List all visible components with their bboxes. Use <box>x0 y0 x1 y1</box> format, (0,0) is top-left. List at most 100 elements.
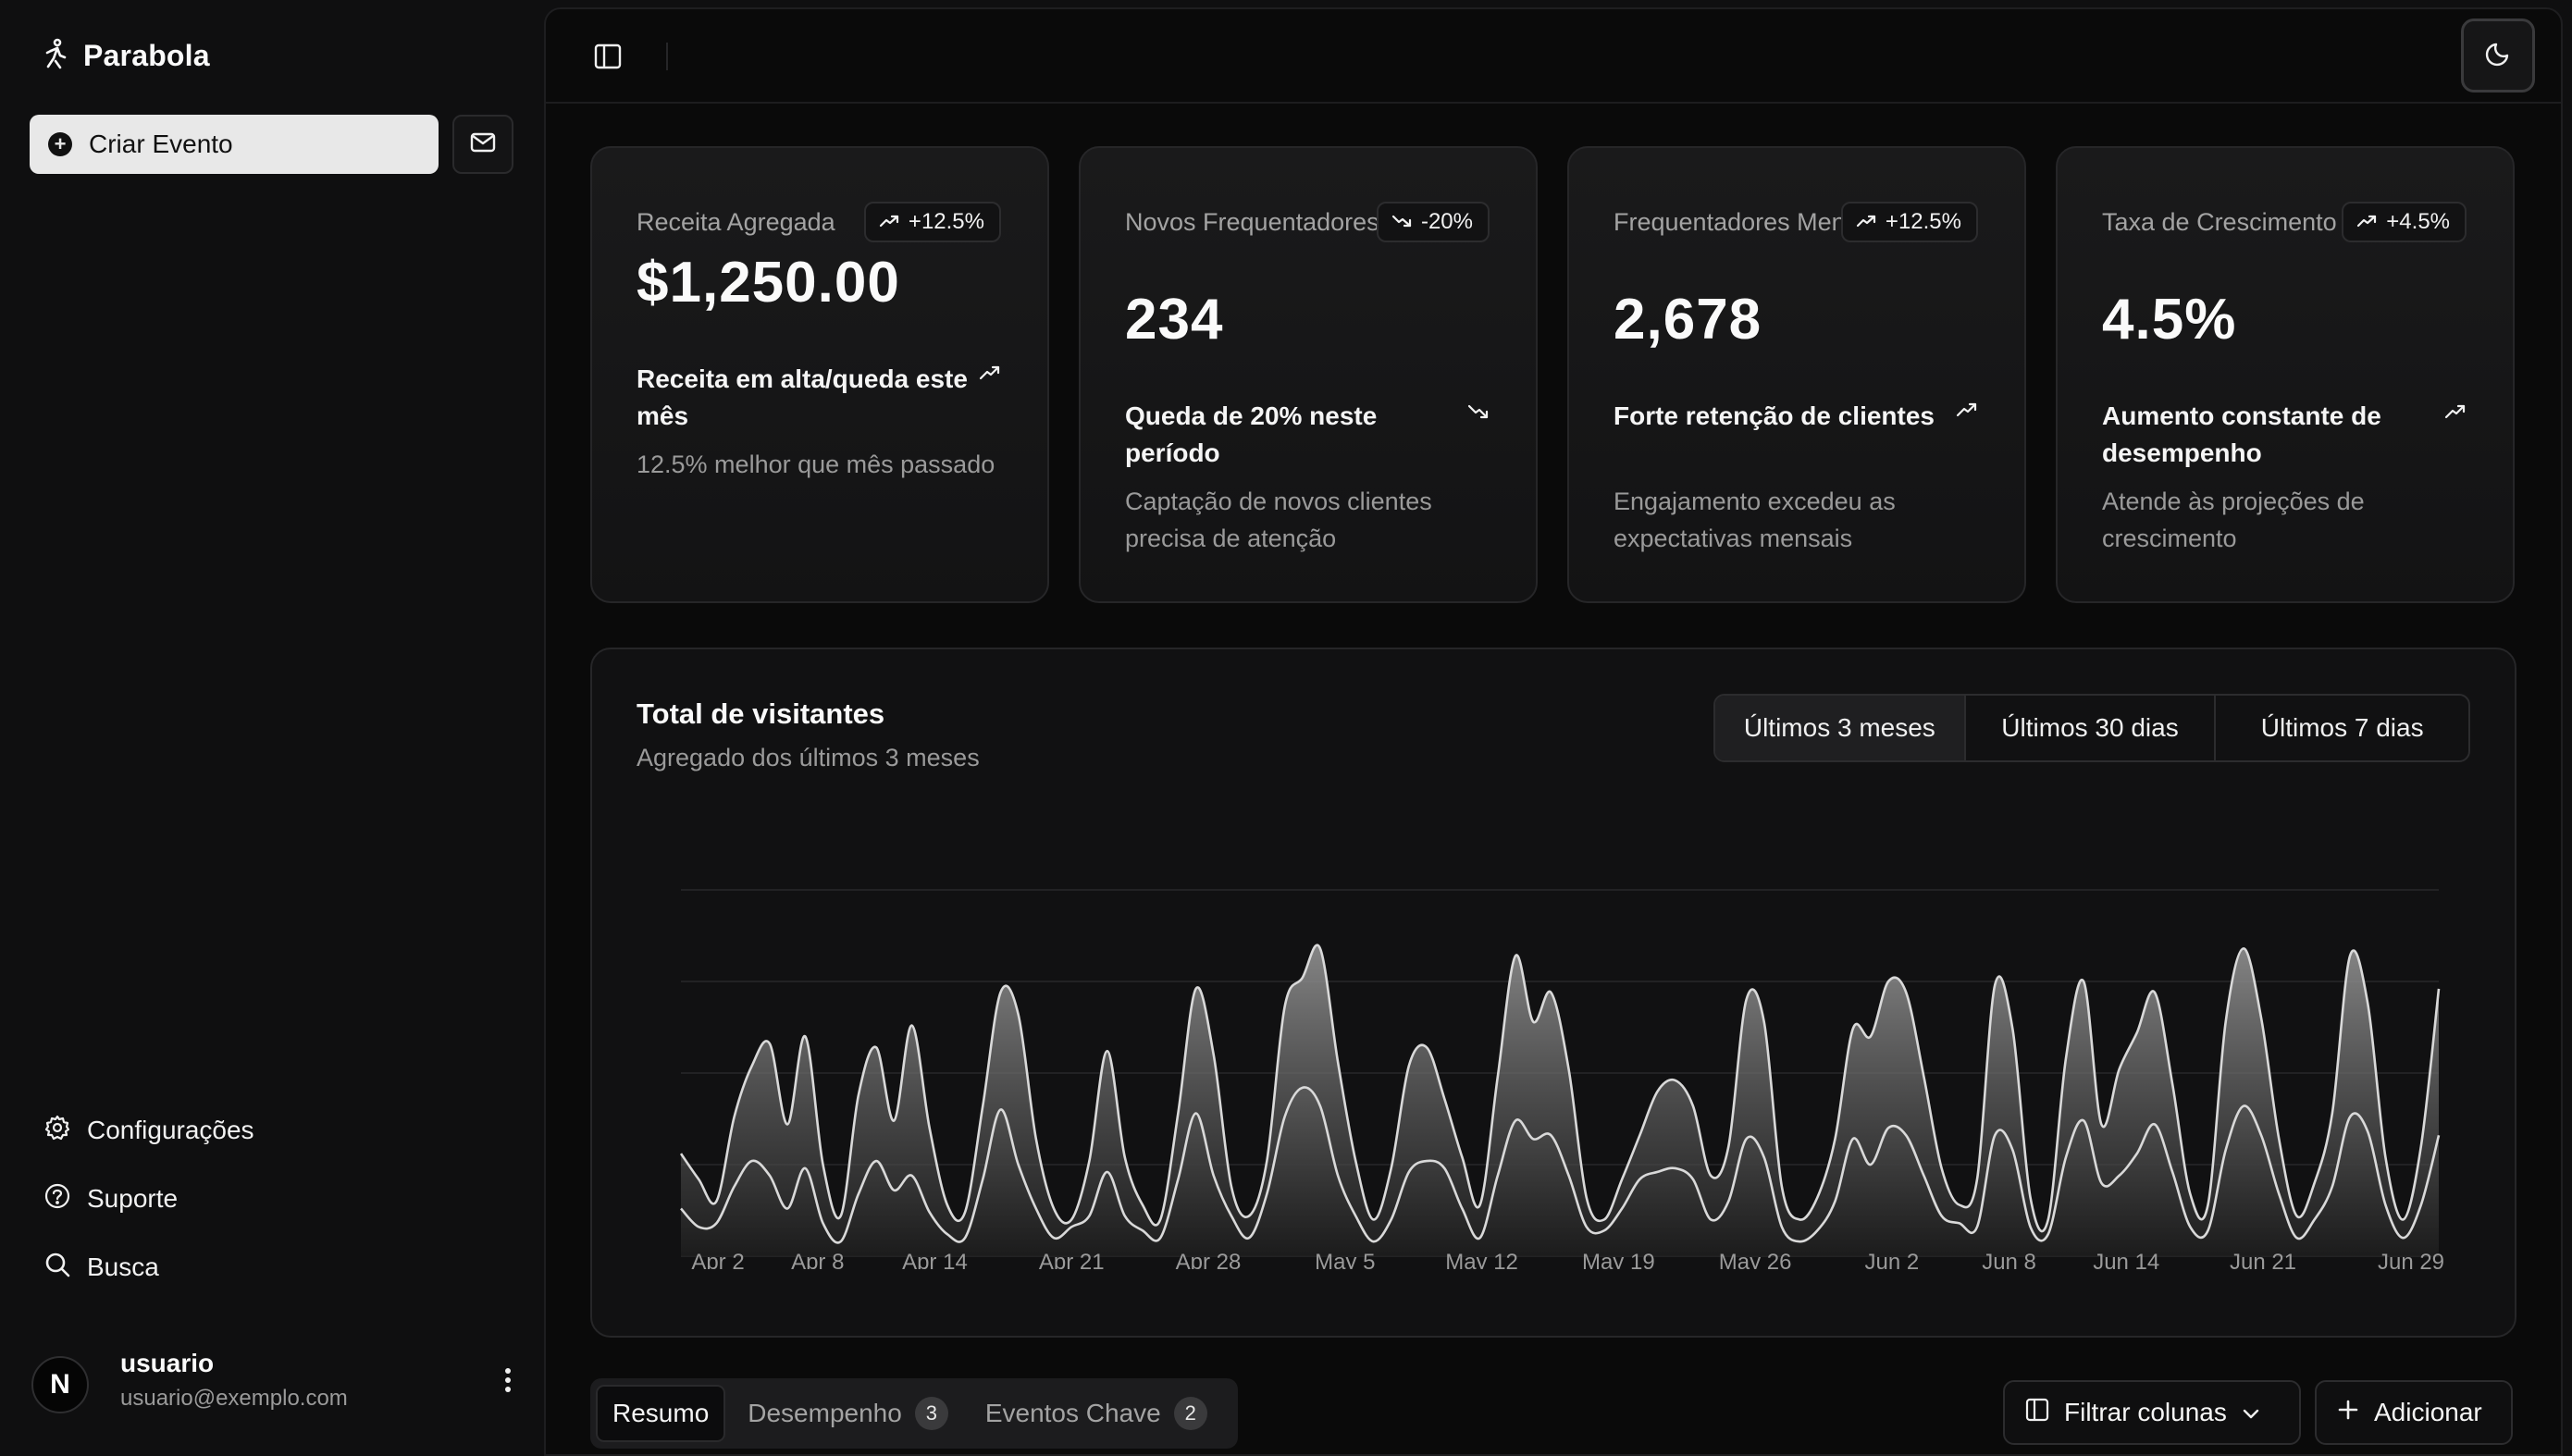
x-tick-label: Apr 14 <box>902 1250 968 1269</box>
nav-item-label: Suporte <box>87 1184 179 1213</box>
trending-down-icon <box>1467 403 1490 425</box>
x-tick-label: Jun 8 <box>1982 1250 2036 1269</box>
theme-toggle-button[interactable] <box>2461 19 2535 93</box>
time-range-toggle: Últimos 3 meses Últimos 30 dias Últimos … <box>1713 694 2470 762</box>
main-content: Receita Agregada +12.5% $1,250.00 Receit… <box>544 7 2563 1456</box>
trending-up-icon <box>979 364 1001 386</box>
trend-badge: +12.5% <box>863 202 1001 242</box>
secondary-nav: Configurações Suporte Busca <box>44 1115 254 1282</box>
avatar: N <box>31 1356 89 1413</box>
trend-value: -20% <box>1420 209 1473 234</box>
chart-title: Total de visitantes <box>637 697 885 730</box>
trending-up-icon <box>879 209 899 235</box>
help-circle-icon <box>44 1183 70 1215</box>
kpi-label: Taxa de Crescimento <box>2102 208 2337 236</box>
nav-item-settings[interactable]: Configurações <box>44 1115 254 1147</box>
series-line-1 <box>680 1086 2441 1244</box>
tab-label: Desempenho <box>748 1399 902 1427</box>
range-option-3-months[interactable]: Últimos 3 meses <box>1715 696 1966 760</box>
logo-icon <box>43 38 70 74</box>
chevron-down-icon <box>2242 1398 2260 1427</box>
x-tick-label: Jun 14 <box>2093 1250 2159 1269</box>
nav-item-support[interactable]: Suporte <box>44 1183 254 1215</box>
add-label: Adicionar <box>2374 1398 2482 1426</box>
tab-key-events[interactable]: Eventos Chave 2 <box>971 1385 1222 1442</box>
tab-summary[interactable]: Resumo <box>596 1385 726 1442</box>
tab-count-badge: 3 <box>914 1397 948 1430</box>
nav-item-label: Configurações <box>87 1116 254 1144</box>
moon-icon <box>2484 40 2512 72</box>
kpi-foot-title: Queda de 20% neste período <box>1125 401 1378 467</box>
nav-item-label: Busca <box>87 1252 159 1281</box>
kpi-value: 2,678 <box>1614 288 1762 352</box>
filter-columns-button[interactable]: Filtrar colunas <box>2003 1380 2301 1445</box>
tab-count-badge: 2 <box>1173 1397 1207 1430</box>
kpi-label: Novos Frequentadores <box>1125 208 1379 236</box>
tab-label: Eventos Chave <box>984 1399 1161 1427</box>
more-vertical-icon[interactable] <box>494 1362 522 1399</box>
x-tick-label: May 19 <box>1582 1250 1655 1269</box>
visitors-chart-card: Total de visitantes Agregado dos últimos… <box>590 648 2516 1338</box>
trend-value: +4.5% <box>2386 209 2450 234</box>
tab-label: Resumo <box>612 1399 710 1427</box>
x-tick-label: May 26 <box>1719 1250 1792 1269</box>
divider <box>666 43 668 70</box>
trending-up-icon <box>1956 401 1978 423</box>
x-tick-label: Jun 21 <box>2230 1250 2296 1269</box>
trend-value: +12.5% <box>908 209 984 234</box>
trending-up-icon <box>1856 209 1876 235</box>
topbar <box>546 9 2561 104</box>
kpi-foot-title: Aumento constante de desempenho <box>2102 401 2381 467</box>
x-tick-label: Apr 8 <box>791 1250 844 1269</box>
user-email: usuario@exemplo.com <box>120 1386 348 1411</box>
x-tick-label: Apr 28 <box>1176 1250 1242 1269</box>
brand-name: Parabola <box>83 38 210 72</box>
x-tick-label: Jun 2 <box>1865 1250 1920 1269</box>
plus-icon <box>2337 1398 2359 1427</box>
range-option-30-days[interactable]: Últimos 30 dias <box>1966 696 2217 760</box>
create-event-label: Criar Evento <box>89 130 233 158</box>
trend-badge: +12.5% <box>1840 202 1978 242</box>
kpi-card-new-attendees: Novos Frequentadores -20% 234 Queda de 2… <box>1079 146 1538 603</box>
series-line-0 <box>679 944 2441 1233</box>
x-tick-label: May 12 <box>1445 1250 1518 1269</box>
user-profile[interactable]: N usuario usuario@exemplo.com <box>31 1343 522 1417</box>
kpi-cards: Receita Agregada +12.5% $1,250.00 Receit… <box>590 146 2516 603</box>
kpi-foot-desc: Engajamento excedeu as expectativas mens… <box>1614 487 1896 552</box>
series-area-1 <box>681 1087 2439 1256</box>
sidebar-toggle-icon[interactable] <box>592 41 624 72</box>
filter-columns-label: Filtrar colunas <box>2064 1398 2227 1426</box>
trend-badge: -20% <box>1376 202 1490 242</box>
trending-down-icon <box>1391 209 1412 235</box>
kpi-foot-desc: Captação de novos clientes precisa de at… <box>1125 487 1432 552</box>
add-button[interactable]: Adicionar <box>2315 1380 2513 1445</box>
create-event-button[interactable]: + Criar Evento <box>30 115 439 174</box>
search-icon <box>44 1252 70 1284</box>
user-name: usuario <box>120 1349 215 1377</box>
mail-icon <box>470 131 496 158</box>
table-view-tabs: Resumo Desempenho 3 Eventos Chave 2 <box>590 1378 1238 1449</box>
sidebar: Parabola + Criar Evento Configurações <box>0 0 542 1456</box>
kpi-value: 234 <box>1125 288 1224 352</box>
inbox-button[interactable] <box>452 115 513 174</box>
x-tick-label: Jun 29 <box>2378 1250 2444 1269</box>
tab-performance[interactable]: Desempenho 3 <box>733 1385 963 1442</box>
kpi-value: $1,250.00 <box>637 251 900 315</box>
x-tick-label: May 5 <box>1315 1250 1375 1269</box>
brand[interactable]: Parabola <box>43 35 210 76</box>
columns-icon <box>2025 1398 2049 1428</box>
trending-up-icon <box>2356 209 2377 235</box>
visitors-area-chart[interactable]: Apr 2 Apr 8 Apr 14 Apr 21 Apr 28 May 5 May 12 M… <box>629 853 2479 1269</box>
kpi-foot-desc: Atende às projeções de crescimento <box>2102 487 2365 552</box>
range-option-7-days[interactable]: Últimos 7 dias <box>2260 713 2424 742</box>
kpi-card-revenue: Receita Agregada +12.5% $1,250.00 Receit… <box>590 146 1049 603</box>
chart-subtitle: Agregado dos últimos 3 meses <box>637 744 980 771</box>
plus-circle-icon: + <box>48 132 72 156</box>
gear-icon <box>44 1115 70 1147</box>
kpi-card-growth-rate: Taxa de Crescimento +4.5% 4.5% Aumento c… <box>2056 146 2515 603</box>
trend-badge: +4.5% <box>2342 202 2467 242</box>
trend-value: +12.5% <box>1885 209 1961 234</box>
nav-item-search[interactable]: Busca <box>44 1252 254 1282</box>
kpi-foot-title: Forte retenção de clientes <box>1614 401 1935 430</box>
kpi-foot-title: Receita em alta/queda este mês <box>637 364 968 430</box>
